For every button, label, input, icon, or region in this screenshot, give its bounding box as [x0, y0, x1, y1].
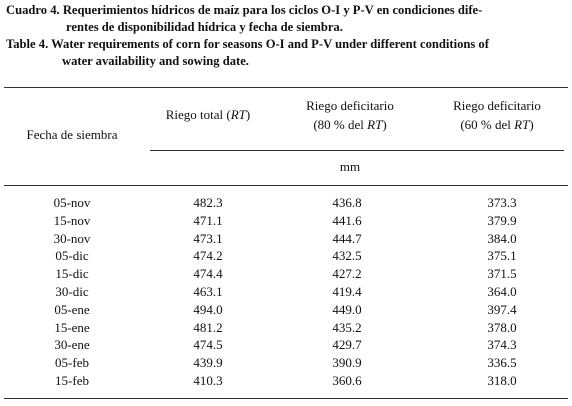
caption-label: Cuadro 4. — [6, 3, 60, 17]
abbr: RT — [230, 107, 246, 122]
cell-value: 474.4 — [193, 266, 223, 282]
cell-value: 379.9 — [487, 212, 517, 228]
header-text: Riego deficitario — [453, 98, 541, 113]
row-label: 05-ene — [54, 301, 90, 317]
caption-text: rentes de disponibilidad hídrica y fecha… — [66, 20, 343, 34]
cell-value: 318.0 — [487, 373, 517, 388]
column-header: Riego deficitario — [306, 98, 394, 114]
row-label: 15-feb — [55, 373, 89, 388]
top-rule — [4, 87, 568, 88]
row-label: 05-dic — [55, 248, 89, 264]
row-label: 30-nov — [53, 230, 91, 246]
abbr: RT — [514, 117, 530, 132]
cell-value: 436.8 — [332, 195, 362, 210]
cell-value: 364.0 — [487, 284, 517, 299]
caption-line: Cuadro 4. Requerimientos hídricos de maí… — [6, 3, 482, 18]
cell-value: 463.1 — [193, 284, 223, 299]
cell-value: 371.5 — [487, 266, 517, 282]
row-label: 15-nov — [53, 212, 91, 228]
cell-value: 375.1 — [487, 248, 517, 264]
cell-value: 444.7 — [332, 230, 362, 246]
header-rule — [150, 150, 564, 151]
abbr: RT — [367, 117, 383, 132]
row-label: 05-feb — [55, 355, 89, 371]
cell-value: 481.2 — [193, 319, 223, 335]
header-text: Riego total ( — [165, 107, 231, 122]
cell-value: 474.2 — [193, 248, 223, 264]
unit: mm — [339, 159, 361, 174]
column-header: (60 % del RT) — [460, 117, 533, 133]
caption-line: Table 4. Water requirements of corn for … — [6, 37, 489, 52]
cell-value: 429.7 — [332, 337, 362, 353]
cell-value: 384.0 — [487, 230, 517, 246]
cell-value: 474.5 — [193, 337, 223, 353]
row-header: Fecha de siembra — [26, 127, 118, 142]
header-text: ) — [529, 117, 534, 132]
cell-value: 410.3 — [193, 373, 223, 388]
caption-label: Table 4. — [6, 37, 49, 51]
cell-value: 419.4 — [332, 284, 362, 299]
column-header: Riego total (RT) — [166, 107, 251, 123]
cell-value: 373.3 — [487, 195, 517, 210]
cell-value: 471.1 — [193, 212, 223, 228]
header-text: Riego deficitario — [306, 98, 394, 113]
header-text: ) — [382, 117, 387, 132]
header-text: ) — [245, 107, 251, 122]
cell-value: 432.5 — [332, 248, 362, 264]
cell-value: 374.3 — [487, 337, 517, 353]
header-text: (60 % del — [460, 117, 515, 132]
cell-value: 378.0 — [487, 319, 517, 335]
cell-value: 390.9 — [332, 355, 362, 371]
row-label: 15-dic — [55, 266, 89, 282]
caption-text: Water requirements of corn for seasons O… — [51, 37, 489, 51]
cell-value: 435.2 — [332, 319, 362, 335]
cell-value: 439.9 — [193, 355, 223, 371]
cell-value: 494.0 — [193, 301, 223, 317]
cell-value: 397.4 — [487, 301, 517, 317]
cell-value: 360.6 — [332, 373, 362, 388]
cell-value: 449.0 — [332, 301, 362, 317]
mid-rule — [4, 185, 568, 186]
cell-value: 473.1 — [193, 230, 223, 246]
bottom-rule — [4, 398, 568, 399]
cell-value: 336.5 — [487, 355, 517, 371]
row-label: 30-ene — [54, 337, 90, 353]
column-header: Riego deficitario — [453, 98, 541, 114]
header-text: (80 % del — [313, 117, 368, 132]
caption-text: water availability and sowing date. — [62, 54, 249, 68]
cell-value: 482.3 — [193, 195, 223, 210]
cell-value: 441.6 — [332, 212, 362, 228]
cell-value: 427.2 — [332, 266, 362, 282]
column-header: (80 % del RT) — [313, 117, 386, 133]
row-label: 30-dic — [55, 284, 89, 299]
row-label: 15-ene — [54, 319, 90, 335]
caption-text: Requerimientos hídricos de maíz para los… — [62, 3, 483, 17]
row-label: 05-nov — [53, 195, 91, 210]
